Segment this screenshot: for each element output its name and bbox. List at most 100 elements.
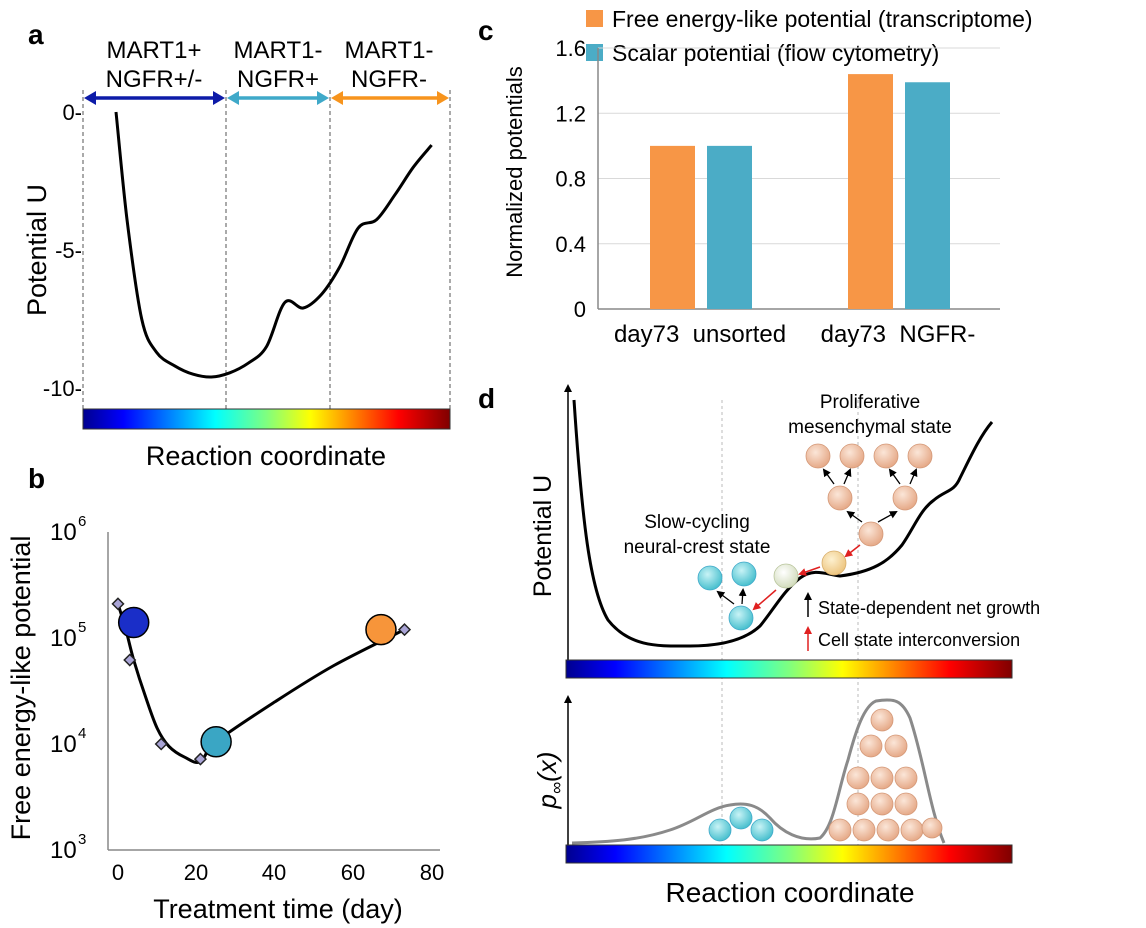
panel-c-y-tick: 0.4 [555,232,586,257]
y-tick-base: 10 [50,625,77,652]
panel-a: a MART1+ NGFR+/- MART1- NGFR+ MART1- NGF… [22,19,451,471]
legend-swatch-transcriptome [586,10,603,27]
cell-peach [870,766,894,790]
panel-b-x-tick-80: 80 [420,860,444,885]
y-tick-base: 10 [50,519,77,546]
panel-c-label: c [478,15,494,46]
growth-arrow [846,510,863,523]
cell-pale [773,563,799,589]
growth-arrow [716,590,735,605]
panel-a-potential-curve [114,111,433,379]
panel-b-label: b [28,463,45,494]
cell-peach [870,792,894,816]
cell-peach [876,818,900,842]
growth-arrow [888,468,901,485]
region-1-arrow-head-left [84,91,96,105]
legend-interconversion-label: Cell state interconversion [818,630,1020,650]
panel-d: d Potential U Proliferative mesenchymal … [478,383,1040,908]
pdf-p: p [532,794,562,809]
cell-peach [827,485,853,511]
y-tick-exp: 6 [78,513,86,530]
landscape-cells [697,443,933,631]
panel-c-y-tick: 0.8 [555,167,586,192]
growth-arrow [843,468,852,485]
panel-b: b 10 3 10 4 10 5 10 6 0 20 40 [6,463,444,924]
panel-c-category-0: day73 unsorted [614,321,786,348]
panel-b-diamond-point [111,597,125,611]
region-3-label-line1: MART1- [345,37,434,64]
panel-a-region-dividers [82,90,451,410]
cell-peach [846,792,870,816]
slow-cycling-label-line2: neural-crest state [624,537,771,558]
region-2-arrow-head-left [227,91,239,105]
panel-b-diamond-point [123,653,137,667]
panel-c-y-tick: 0 [574,297,586,322]
panel-d-bottom-y-label: p∞(x) [532,752,566,810]
region-2-arrow-head-right [317,91,329,105]
cell-yellow [821,550,847,576]
panel-a-y-label: Potential U [22,184,52,316]
cell-teal [729,806,753,830]
cell-teal [750,818,774,842]
panel-d-bottom-colorbar [565,844,1013,864]
panel-b-diamond-point [193,752,207,766]
cell-peach [859,734,883,758]
distribution-cells [708,708,943,842]
cell-peach [907,443,933,469]
panel-b-diamond-point [397,623,412,637]
panel-d-distribution-curve [571,698,946,845]
cell-peach [884,734,908,758]
legend-label-transcriptome: Free energy-like potential (transcriptom… [612,6,1033,32]
slow-cycling-label-line1: Slow-cycling [644,512,750,533]
panel-b-y-tick-5: 10 5 [50,619,86,652]
panel-d-label: d [478,383,495,414]
interconversion-arrow [844,544,861,558]
panel-b-diamond-point [154,737,168,751]
cell-peach [839,443,865,469]
panel-d-top-y-label: Potential U [529,475,557,597]
panel-c-y-ticks: 0 0.4 0.8 1.2 1.6 [555,36,586,322]
proliferative-label-line2: mesenchymal state [788,417,952,438]
interconversion-arrow [798,566,821,576]
region-2-label-line1: MART1- [234,37,323,64]
panel-b-x-tick-0: 0 [112,860,124,885]
panel-c: c Free energy-like potential (transcript… [478,6,1033,348]
cell-peach [894,792,918,816]
panel-b-y-tick-3: 10 3 [50,831,86,864]
cell-peach [894,766,918,790]
interconversion-arrow [752,589,777,611]
pdf-arg: (x) [532,752,562,782]
growth-arrow [738,588,747,605]
panel-b-x-label: Treatment time (day) [153,894,403,924]
cell-teal [731,561,757,587]
growth-arrow [877,511,898,523]
y-tick-base: 10 [50,731,77,758]
panel-b-x-tick-20: 20 [184,860,208,885]
panel-a-y-tick-0: 0- [62,100,82,125]
cell-peach [892,485,918,511]
panel-d-x-label: Reaction coordinate [665,877,914,908]
y-tick-exp: 5 [78,619,86,636]
panel-c-y-tick: 1.2 [555,101,586,126]
panel-b-x-ticks: 0 20 40 60 80 [112,860,444,885]
pdf-infinity: ∞ [547,782,566,794]
panel-c-bar [848,74,893,309]
panel-d-potential-curve [572,399,994,648]
panel-c-bar [905,82,950,309]
y-tick-exp: 4 [78,725,86,742]
region-1-label-line1: MART1+ [107,37,202,64]
panel-c-y-label: Normalized potentials [502,66,527,278]
panel-a-colorbar [82,408,451,430]
panel-b-sample-marker [365,613,397,646]
panel-c-category-1: day73 NGFR- [821,321,976,348]
cell-teal [697,565,723,591]
panel-b-points [111,597,412,766]
panel-c-y-tick: 1.6 [555,36,586,61]
cell-peach [852,818,876,842]
cell-peach [846,766,870,790]
cell-peach [828,818,852,842]
cell-teal [728,605,754,631]
panel-b-y-tick-6: 10 6 [50,513,86,546]
region-3-arrow-head-right [437,91,449,105]
